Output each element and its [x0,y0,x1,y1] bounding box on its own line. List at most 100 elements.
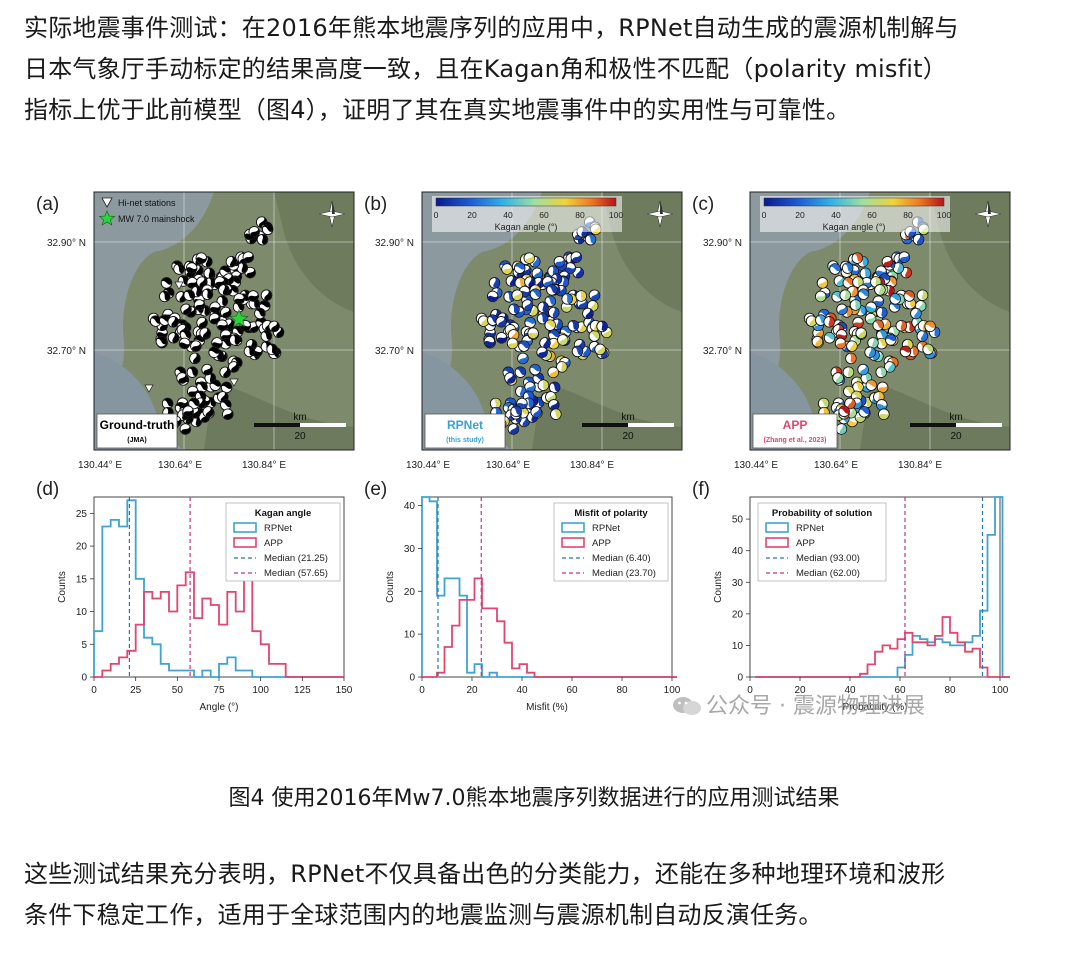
lon-tick-label: 130.84° E [898,460,942,471]
beachball [834,337,847,350]
beachball [195,252,208,264]
legend-entry-label: APP [264,538,283,549]
beachball [219,366,231,379]
histogram-d: (d) 0 25 50 75 100 125 150 0 5 10 15 20 25 Angle (°) Co… [36,479,353,713]
beachball [912,233,925,246]
x-axis-label: Misfit (%) [526,702,568,713]
badge-title: RPNet [447,418,483,432]
panel-label: (e) [364,479,387,500]
x-tick-label: 0 [419,685,425,696]
beachball [878,408,890,420]
series-app-step [422,577,677,678]
y-tick-label: 30 [404,544,416,555]
scale-bar: km 20 [582,412,674,442]
beachball [185,262,198,274]
x-tick-label: 100 [664,685,681,696]
beachball [829,263,841,275]
beachball [841,262,854,274]
beachball [823,332,836,344]
beachball [220,399,232,411]
colorbar-label: Kagan angle (°) [823,222,886,232]
beachball [864,346,876,359]
figure-caption: 图4 使用2016年Mw7.0熊本地震序列数据进行的应用测试结果 [228,786,840,811]
x-tick-label: 20 [794,685,806,696]
north-arrow-icon [318,200,346,228]
y-tick-label: 20 [404,587,416,598]
beachball [218,284,230,296]
beachball [211,337,223,349]
beachball [518,340,530,352]
figure-canvas: (a) 32.90° N 32.70° N 130.44° E 130.64° E 130… [36,191,1011,713]
beachball [842,366,855,378]
legend-entry-label: RPNet [264,523,292,534]
legend-frame [553,502,669,582]
beachball [178,337,191,350]
beachball [561,293,573,305]
legend-title: Probability of solution [772,508,872,519]
conclusion-paragraph: 这些测试结果充分表明，RPNet不仅具备出色的分类能力，还能在多种地理环境和波形… [24,854,1054,936]
beachball [536,312,549,325]
beachball [236,262,249,274]
beachball [220,381,233,394]
beachball [508,303,520,316]
histogram-f: (f) 0 20 40 60 80 100 0 10 20 30 40 50 Probability (%… [692,479,1010,713]
lon-tick-label: 130.44° E [734,460,778,471]
beachball [524,276,536,288]
beachball [876,306,888,319]
x-tick-label: 150 [336,685,353,696]
legend-entry-label: Median (62.00) [796,568,860,579]
beachball [511,289,523,301]
legend-station-label: Hi-net stations [118,198,176,208]
colorbar-tick: 40 [503,210,513,220]
colorbar-label: Kagan angle (°) [495,222,558,232]
x-tick-label: 125 [294,685,311,696]
colorbar-tick: 20 [795,210,805,220]
beachball [260,330,273,342]
beachball [477,315,490,327]
beachball [261,223,274,236]
colorbar: 0 20 40 60 80 100 Kagan angle (°) [432,196,623,232]
map-panel-3: (c) 32.90° N 32.70° N 130.44° E 130.64° E 130… [692,191,1011,471]
beachball [173,263,185,275]
beachball [242,251,255,263]
beachball [899,345,912,358]
beachball [836,303,848,316]
y-tick-label: 50 [732,515,744,526]
beachball [839,289,851,301]
beachball [550,408,562,420]
beachball [179,329,192,341]
x-tick-label: 60 [894,685,906,696]
beachball [530,406,542,418]
scale-bar-rect-white [300,423,346,427]
lon-tick-label: 130.84° E [570,460,614,471]
beachball [553,255,566,268]
legend-frame [225,502,341,582]
y-tick-label: 40 [732,546,744,557]
beachball [874,284,886,296]
colorbar-gradient [763,197,945,207]
lat-tick-label: 32.70° N [703,346,742,357]
beachball [537,379,550,391]
beachball [506,337,519,350]
scale-unit: km [621,412,634,423]
beachball [220,306,232,319]
badge-title: Ground-truth [100,418,175,432]
beachball [817,397,830,410]
lat-tick-label: 32.70° N [47,346,86,357]
beachball [247,290,259,302]
map-frame [749,191,1011,451]
y-tick-label: 15 [76,574,88,585]
legend-entry-label: Median (93.00) [796,553,860,564]
mainshock-star-icon [98,210,116,226]
y-tick-label: 5 [81,640,87,651]
lon-tick-label: 130.64° E [486,460,530,471]
beachball [507,329,520,341]
map-badge: Ground-truth (JMA) [96,413,178,449]
beachball [584,233,597,246]
beachball [208,346,220,359]
series-rpnet-step [93,499,344,678]
x-tick-label: 100 [252,685,269,696]
legend-swatch [233,522,257,533]
legend-title: Misfit of polarity [574,508,648,519]
beachball [903,290,915,302]
